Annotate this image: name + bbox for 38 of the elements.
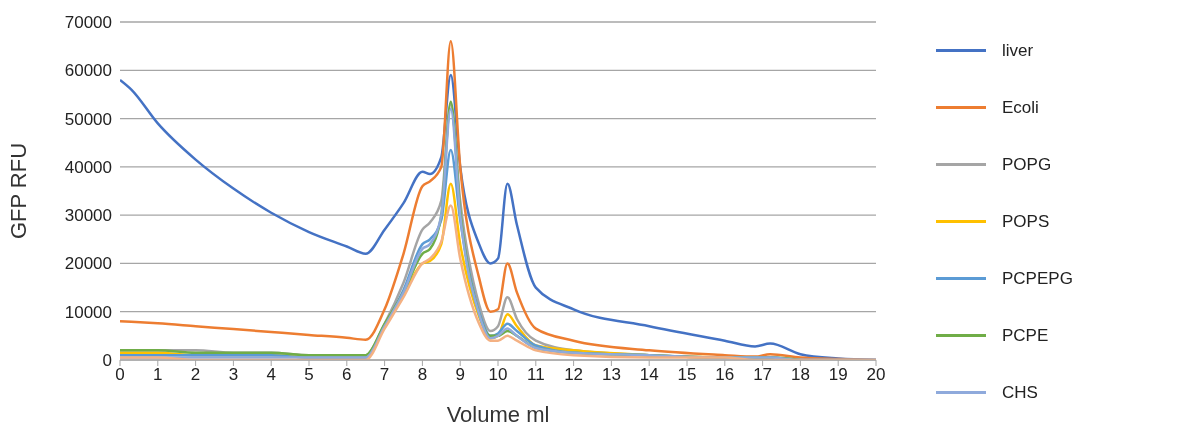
x-tick-label: 19	[828, 365, 848, 385]
x-tick-label: 9	[455, 365, 465, 385]
x-tick-label: 3	[228, 365, 239, 385]
legend-label: PCPE	[1002, 325, 1049, 346]
x-tick-label: 13	[601, 365, 621, 385]
x-tick-label: 16	[715, 365, 735, 385]
y-axis-title: GFP RFU	[5, 142, 31, 240]
x-tick-label: 4	[266, 365, 276, 385]
x-tick-label: 8	[417, 365, 428, 385]
legend-label: Ecoli	[1002, 97, 1039, 118]
x-tick-label: 18	[790, 365, 810, 385]
y-tick-label: 10000	[64, 302, 112, 322]
y-tick-label: 30000	[64, 206, 112, 226]
y-tick-label: 60000	[64, 61, 112, 81]
legend-label: POPG	[1002, 154, 1052, 175]
legend-label: PCPEPG	[1002, 268, 1073, 289]
x-axis-title: Volume ml	[446, 402, 550, 427]
y-tick-label: 50000	[64, 109, 112, 129]
x-tick-label: 2	[190, 365, 201, 385]
legend-label: CHS	[1002, 382, 1038, 403]
y-tick-label: 0	[102, 351, 112, 371]
y-tick-label: 20000	[64, 254, 112, 274]
y-tick-label: 70000	[64, 13, 112, 33]
x-tick-label: 10	[488, 365, 508, 385]
x-tick-label: 5	[304, 365, 314, 385]
x-tick-label: 6	[342, 365, 352, 385]
x-tick-label: 1	[153, 365, 163, 385]
x-tick-label: 12	[564, 365, 584, 385]
x-tick-label: 20	[866, 365, 886, 385]
x-tick-label: 7	[379, 365, 390, 385]
x-tick-label: 0	[115, 365, 125, 385]
x-tick-label: 15	[677, 365, 697, 385]
legend-label: liver	[1002, 40, 1034, 61]
x-tick-label: 17	[753, 365, 773, 385]
y-tick-label: 40000	[64, 157, 112, 177]
x-tick-label: 11	[526, 365, 545, 385]
x-tick-label: 14	[639, 365, 659, 385]
legend-label: POPS	[1002, 211, 1050, 232]
